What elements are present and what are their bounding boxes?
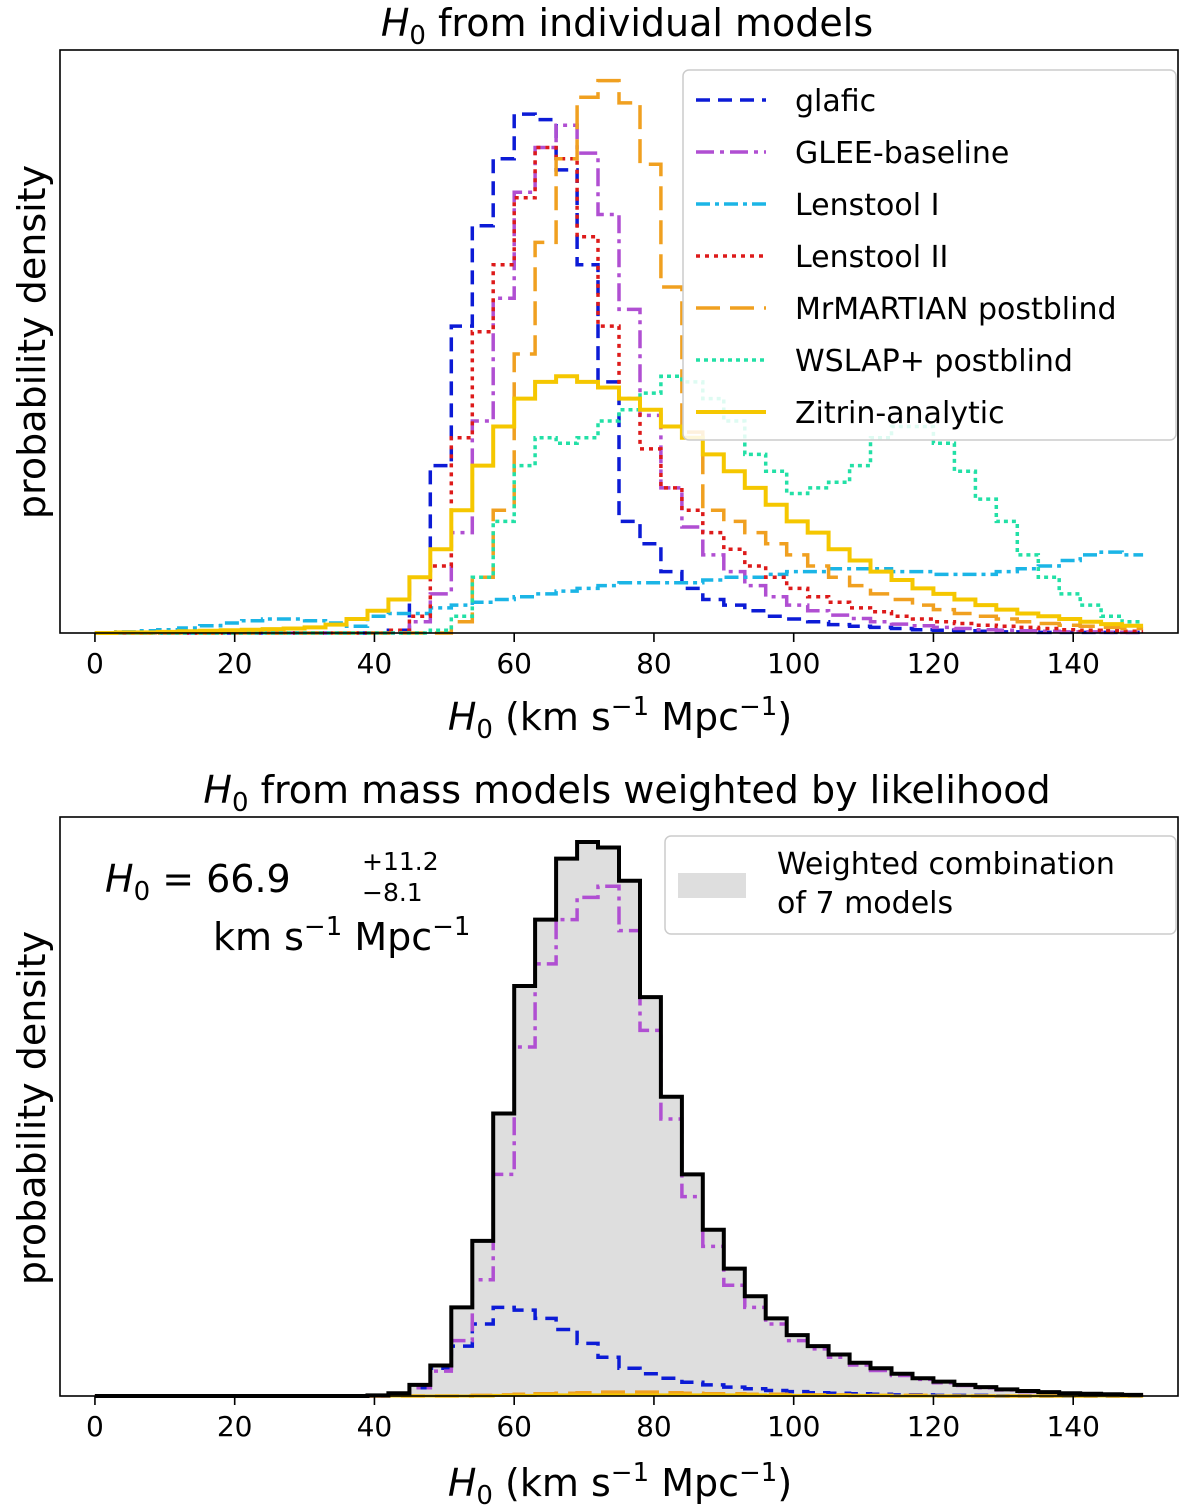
x-tick-label-100: 100 <box>767 647 820 680</box>
legend-label-combined-line1: Weighted combination <box>777 847 1115 882</box>
series-zitrin-analytic <box>94 374 1144 635</box>
h0-unit-annotation: km s−1 Mpc−1 <box>213 912 470 959</box>
x-tick-label-80: 80 <box>636 1410 672 1443</box>
h0-annotation: H0 = 66.9 +11.2 −8.1 km s−1 Mpc−1 <box>105 847 470 959</box>
series-combined-fill <box>94 842 1144 1396</box>
x-tick-label-120: 120 <box>907 1410 960 1443</box>
chart-title: H0 from individual models <box>381 1 873 51</box>
legend-label-combined-line2: of 7 models <box>777 886 953 921</box>
x-ticks: 0 20 40 60 80 100 120 140 <box>86 1396 1100 1443</box>
x-tick-label-140: 140 <box>1046 1410 1099 1443</box>
x-tick-label-120: 120 <box>907 647 960 680</box>
axes-frame <box>59 49 1179 634</box>
axes-frame <box>59 816 1179 1397</box>
x-tick-label-0: 0 <box>86 1410 104 1443</box>
panel-weighted-models: H0 from mass models weighted by likeliho… <box>10 768 1179 1510</box>
legend-label-glafic: glafic <box>795 84 876 119</box>
legend-label-glee-baseline: GLEE-baseline <box>795 136 1009 171</box>
x-axis-label: H0 (km s−1 Mpc−1) <box>448 1458 792 1510</box>
legend: Weighted combination of 7 models <box>664 835 1177 935</box>
series-lenstool-ii <box>94 145 1144 635</box>
x-tick-label-40: 40 <box>357 647 393 680</box>
legend-label-mrmartian-postblind: MrMARTIAN postblind <box>795 292 1117 327</box>
x-tick-label-20: 20 <box>217 647 253 680</box>
y-axis-label: probability density <box>10 165 54 519</box>
h0-lower-error: −8.1 <box>362 878 423 907</box>
chart-title: H0 from mass models weighted by likeliho… <box>203 768 1050 818</box>
x-tick-label-140: 140 <box>1046 647 1099 680</box>
legend-box <box>664 835 1177 935</box>
x-tick-label-0: 0 <box>86 647 104 680</box>
x-tick-label-80: 80 <box>636 647 672 680</box>
series-glafic <box>94 112 1144 635</box>
x-axis-label: H0 (km s−1 Mpc−1) <box>448 692 792 745</box>
y-axis-label: probability density <box>10 931 54 1285</box>
h0-upper-error: +11.2 <box>362 847 439 876</box>
x-tick-label-40: 40 <box>357 1410 393 1443</box>
legend-label-lenstool-i: Lenstool I <box>795 188 939 223</box>
series-lenstool-i <box>94 550 1144 635</box>
legend-label-zitrin-analytic: Zitrin-analytic <box>795 396 1005 431</box>
panel-individual-models: H0 from individual models 0 20 40 60 80 100 12… <box>10 1 1179 745</box>
h0-value-annotation: H0 = 66.9 <box>105 857 291 907</box>
legend-label-lenstool-ii: Lenstool II <box>795 240 948 275</box>
x-tick-label-20: 20 <box>217 1410 253 1443</box>
legend-label-wslap-postblind: WSLAP+ postblind <box>795 344 1073 379</box>
x-tick-label-100: 100 <box>767 1410 820 1443</box>
legend-box <box>682 69 1177 441</box>
x-tick-label-60: 60 <box>496 1410 532 1443</box>
x-ticks: 0 20 40 60 80 100 120 140 <box>86 633 1100 680</box>
legend-swatch-combined <box>678 873 746 898</box>
legend: glafic GLEE-baseline Lenstool I Lenstool II… <box>682 69 1177 441</box>
x-tick-label-60: 60 <box>496 647 532 680</box>
